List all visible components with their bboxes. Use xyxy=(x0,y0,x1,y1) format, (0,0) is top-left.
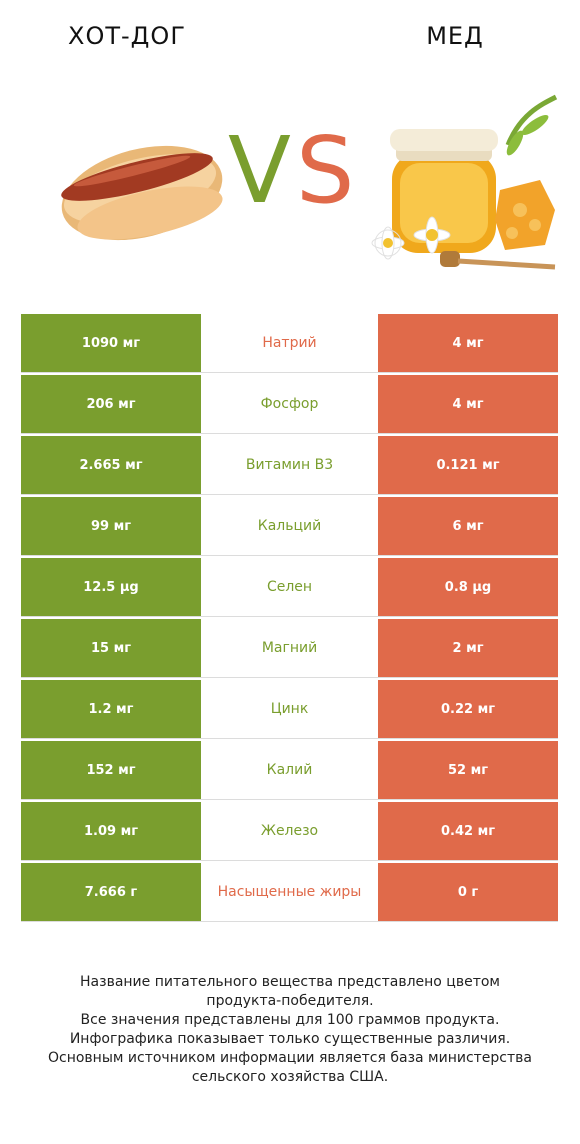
right-value: 4 мг xyxy=(378,375,558,433)
vs-letter-v: V xyxy=(228,117,291,224)
table-row: 206 мг Фосфор 4 мг xyxy=(21,375,558,434)
honey-image xyxy=(371,94,558,270)
table-row: 12.5 µg Селен 0.8 µg xyxy=(21,558,558,617)
left-value: 99 мг xyxy=(21,497,201,555)
nutrient-name: Железо xyxy=(201,802,378,860)
table-row: 1.2 мг Цинк 0.22 мг xyxy=(21,680,558,739)
nutrient-name: Магний xyxy=(201,619,378,677)
right-value: 0.121 мг xyxy=(378,436,558,494)
nutrient-name: Фосфор xyxy=(201,375,378,433)
footer-line: Все значения представлены для 100 граммо… xyxy=(80,1012,500,1028)
table-row: 15 мг Магний 2 мг xyxy=(21,619,558,678)
right-product-title: МЕД xyxy=(426,22,484,50)
right-value: 0.8 µg xyxy=(378,558,558,616)
left-value: 2.665 мг xyxy=(21,436,201,494)
nutrient-name: Калий xyxy=(201,741,378,799)
footer-line: продукта-победителя. xyxy=(206,993,374,1009)
left-value: 206 мг xyxy=(21,375,201,433)
left-value: 1.09 мг xyxy=(21,802,201,860)
left-value: 152 мг xyxy=(21,741,201,799)
footer-line: Основным источником информации является … xyxy=(48,1050,532,1066)
right-value: 2 мг xyxy=(378,619,558,677)
left-product-title: ХОТ-ДОГ xyxy=(68,22,186,50)
right-value: 6 мг xyxy=(378,497,558,555)
footer-line: Инфографика показывает только существенн… xyxy=(69,1031,511,1047)
table-row: 7.666 г Насыщенные жиры 0 г xyxy=(21,863,558,922)
vs-letter-s: S xyxy=(296,117,355,224)
product-images xyxy=(61,94,558,270)
table-row: 152 мг Калий 52 мг xyxy=(21,741,558,800)
footer-note: Название питательного вещества представл… xyxy=(20,973,560,1087)
nutrient-name: Насыщенные жиры xyxy=(201,863,378,921)
right-value: 0.42 мг xyxy=(378,802,558,860)
table-row: 1090 мг Натрий 4 мг xyxy=(21,314,558,373)
left-value: 7.666 г xyxy=(21,863,201,921)
hot-dog-image xyxy=(61,145,223,241)
nutrient-name: Селен xyxy=(201,558,378,616)
comparison-table: 1090 мг Натрий 4 мг 206 мг Фосфор 4 мг 2.665 м… xyxy=(21,314,558,924)
left-value: 1090 мг xyxy=(21,314,201,372)
nutrient-name: Витамин B3 xyxy=(201,436,378,494)
table-row: 99 мг Кальций 6 мг xyxy=(21,497,558,556)
nutrient-name: Натрий xyxy=(201,314,378,372)
footer-line: Название питательного вещества представл… xyxy=(80,974,500,990)
right-value: 52 мг xyxy=(378,741,558,799)
right-value: 4 мг xyxy=(378,314,558,372)
right-value: 0.22 мг xyxy=(378,680,558,738)
nutrient-name: Кальций xyxy=(201,497,378,555)
nutrient-name: Цинк xyxy=(201,680,378,738)
left-value: 15 мг xyxy=(21,619,201,677)
table-row: 1.09 мг Железо 0.42 мг xyxy=(21,802,558,861)
table-row: 2.665 мг Витамин B3 0.121 мг xyxy=(21,436,558,495)
left-value: 1.2 мг xyxy=(21,680,201,738)
footer-line: сельского хозяйства США. xyxy=(191,1069,389,1085)
left-value: 12.5 µg xyxy=(21,558,201,616)
right-value: 0 г xyxy=(378,863,558,921)
